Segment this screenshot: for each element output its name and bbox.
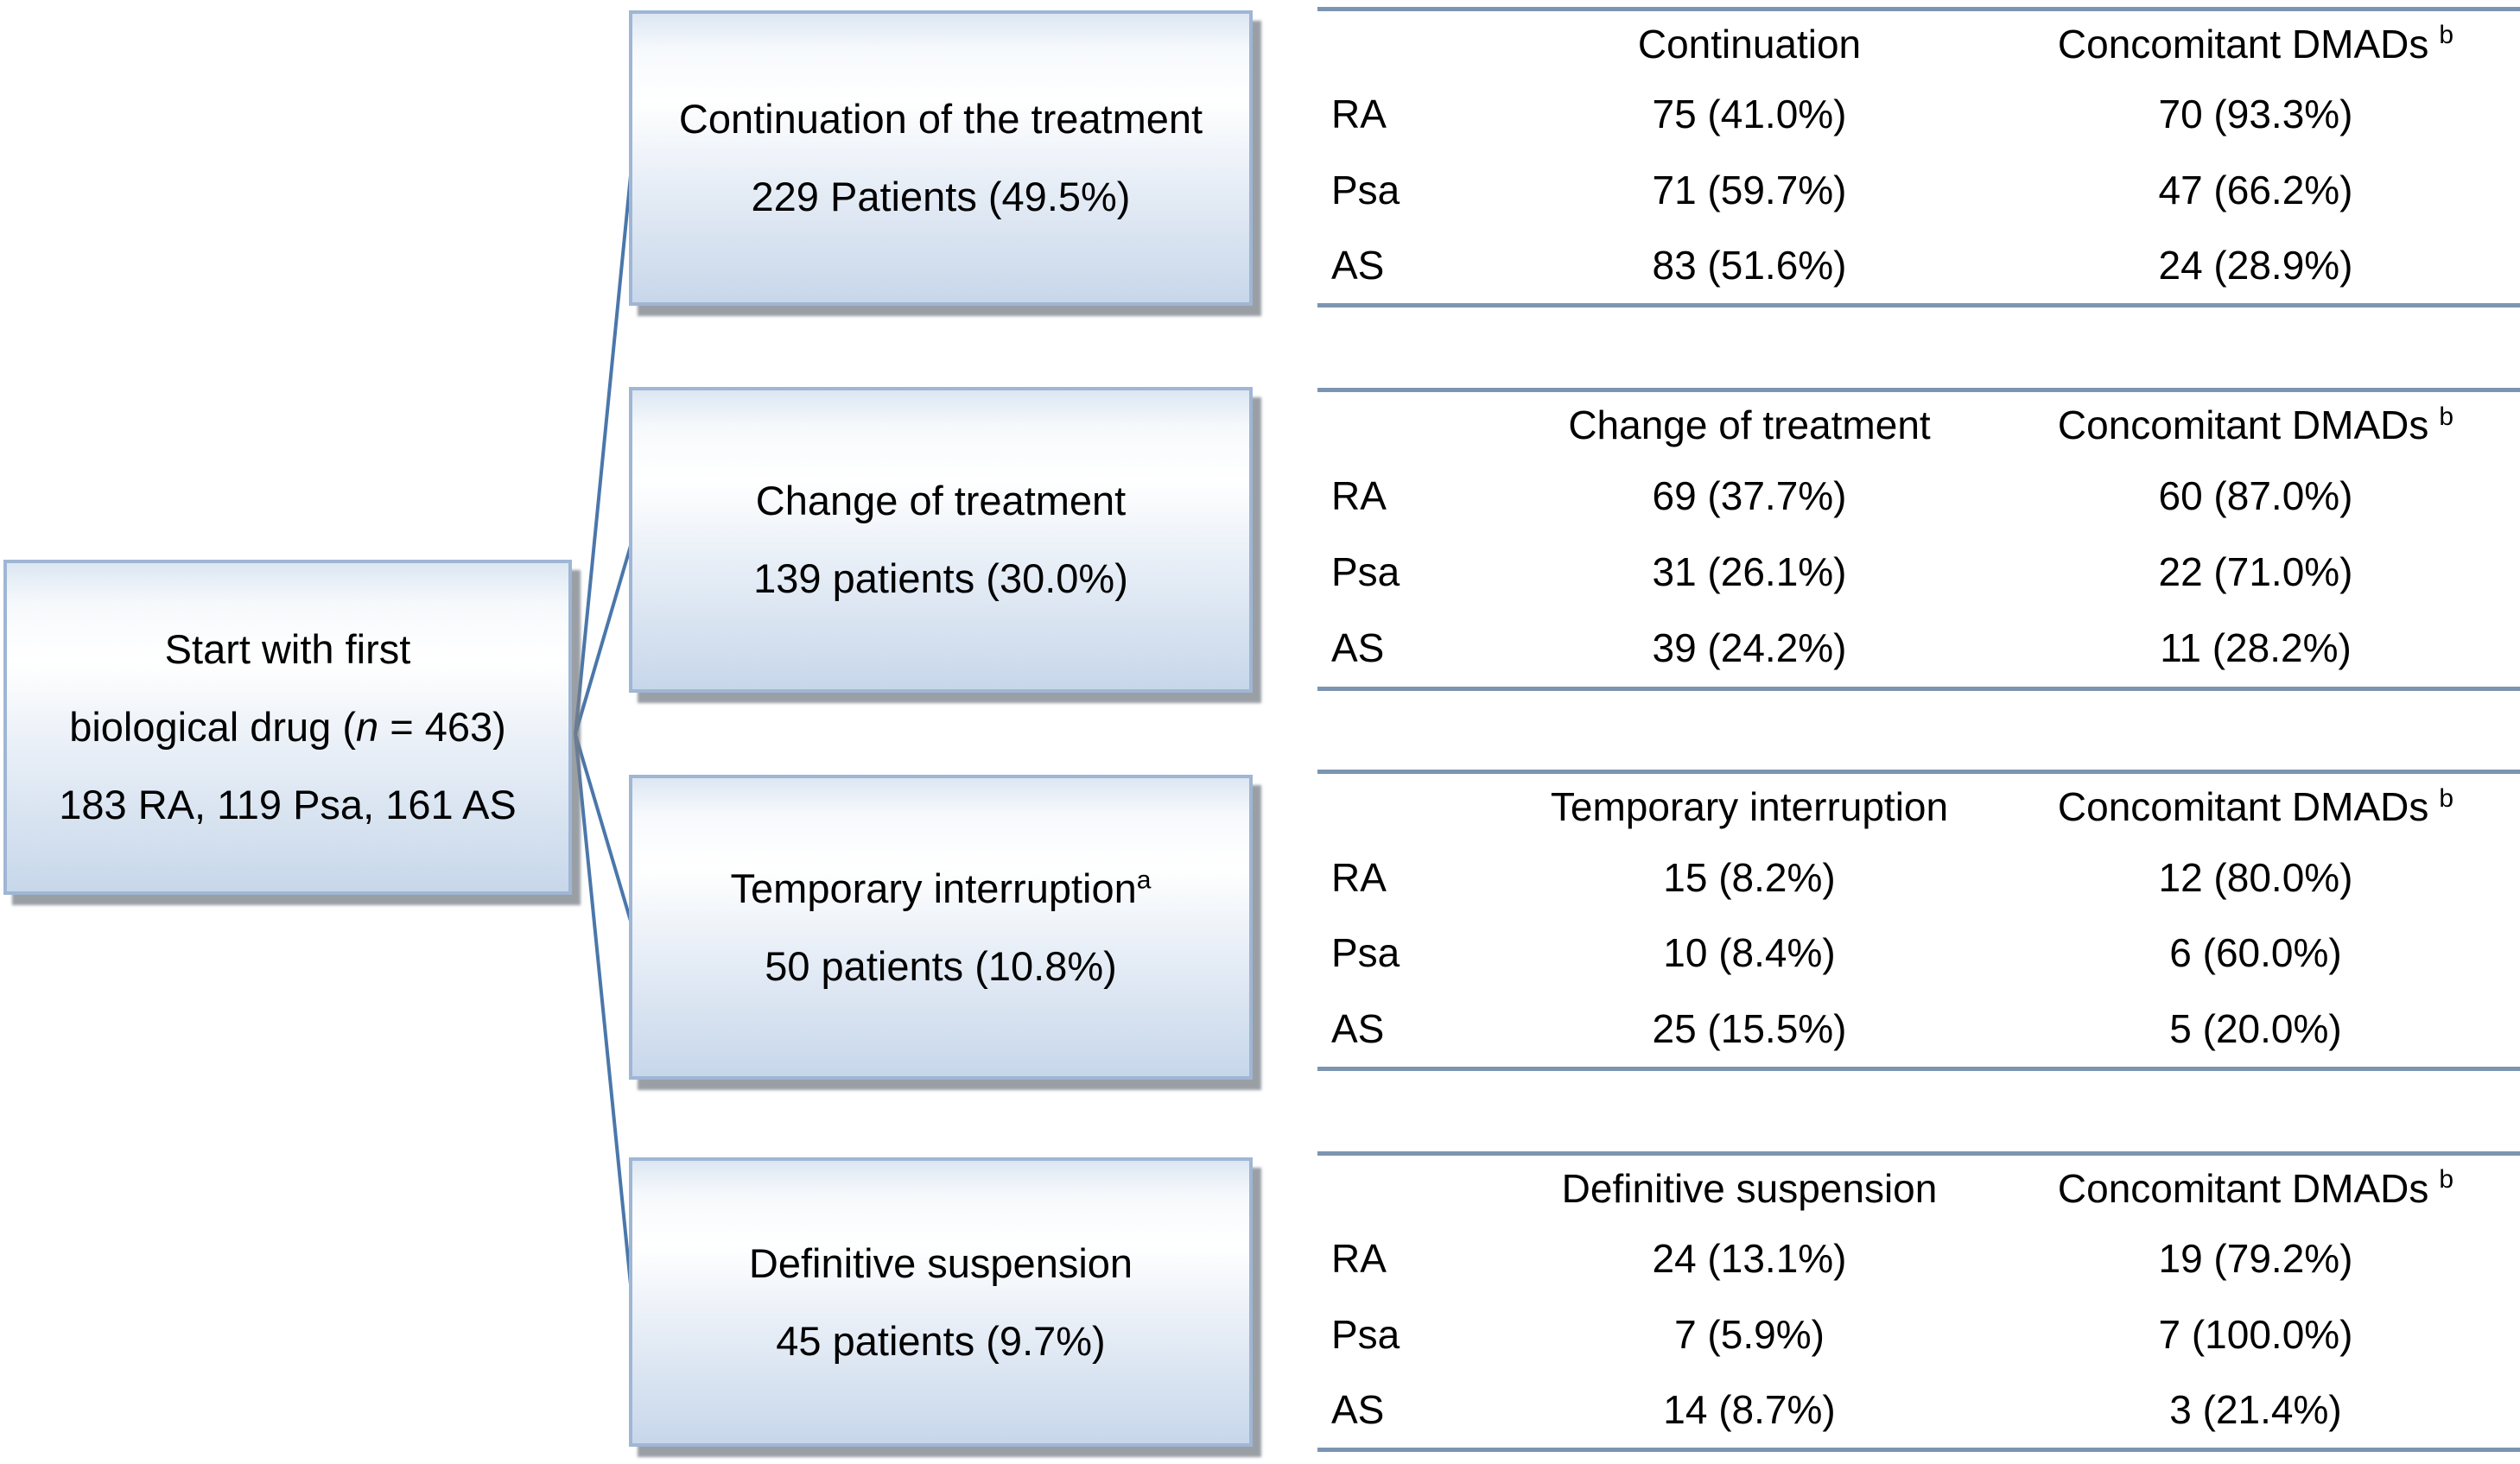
table-row: AS 25 (15.5%) 5 (20.0%): [1317, 991, 2520, 1067]
table-row: Psa 7 (5.9%) 7 (100.0%): [1317, 1296, 2520, 1372]
cell-outcome: 69 (37.7%): [1652, 473, 1847, 518]
box-title: Continuation of the treatment: [678, 96, 1203, 142]
table-row: RA 75 (41.0%) 70 (93.3%): [1317, 77, 2520, 152]
row-label: RA: [1331, 473, 1387, 518]
row-label: AS: [1331, 625, 1385, 670]
col-header-outcome: Continuation: [1637, 21, 1862, 67]
box-title: Temporary interruptiona: [730, 865, 1152, 911]
cell-dmards: 6 (60.0%): [2169, 930, 2342, 976]
col-header-outcome: Temporary interruption: [1550, 783, 1949, 829]
cell-dmards: 19 (79.2%): [2158, 1236, 2353, 1282]
cell-outcome: 15 (8.2%): [1663, 854, 1836, 900]
footnote-marker-b: b: [2439, 783, 2454, 813]
table-row: Psa 31 (26.1%) 22 (71.0%): [1317, 534, 2520, 610]
cell-outcome: 71 (59.7%): [1652, 167, 1847, 212]
cell-dmards: 47 (66.2%): [2158, 167, 2353, 212]
col-header-outcome: Definitive suspension: [1561, 1165, 1938, 1211]
table-header-row: Definitive suspension Concomitant DMADs b: [1317, 1156, 2520, 1221]
flow-box-change: Change of treatment 139 patients (30.0%): [629, 387, 1253, 693]
row-label: RA: [1331, 854, 1387, 900]
cell-dmards: 5 (20.0%): [2169, 1006, 2342, 1052]
cell-outcome: 14 (8.7%): [1663, 1387, 1836, 1433]
row-label: Psa: [1331, 167, 1400, 212]
col-header-outcome: Change of treatment: [1568, 402, 1931, 447]
row-label: AS: [1331, 1006, 1385, 1052]
start-node-text: Start with first biological drug (n = 46…: [7, 611, 568, 844]
cell-outcome: 7 (5.9%): [1674, 1311, 1825, 1357]
start-line-3: 183 RA, 119 Psa, 161 AS: [59, 782, 517, 827]
cell-dmards: 3 (21.4%): [2169, 1387, 2342, 1433]
cell-outcome: 83 (51.6%): [1652, 243, 1847, 288]
footnote-marker-b: b: [2439, 1165, 2454, 1195]
cell-dmards: 12 (80.0%): [2158, 854, 2353, 900]
col-header-dmards: Concomitant DMADs b: [2057, 402, 2454, 447]
col-header-dmards: Concomitant DMADs b: [2057, 21, 2454, 67]
cell-dmards: 70 (93.3%): [2158, 92, 2353, 137]
row-label: RA: [1331, 92, 1387, 137]
cell-outcome: 75 (41.0%): [1652, 92, 1847, 137]
col-header-dmards: Concomitant DMADs b: [2057, 783, 2454, 829]
row-label: RA: [1331, 1236, 1387, 1282]
cell-outcome: 39 (24.2%): [1652, 625, 1847, 670]
cell-outcome: 24 (13.1%): [1652, 1236, 1847, 1282]
footnote-marker-b: b: [2439, 402, 2454, 431]
cell-outcome: 10 (8.4%): [1663, 930, 1836, 976]
table-row: AS 14 (8.7%) 3 (21.4%): [1317, 1372, 2520, 1448]
table-header-row: Temporary interruption Concomitant DMADs…: [1317, 774, 2520, 840]
table-row: AS 39 (24.2%) 11 (28.2%): [1317, 610, 2520, 686]
connector-line-suspension: [574, 733, 634, 1302]
connector-line-continuation: [574, 157, 634, 735]
table-row: RA 69 (37.7%) 60 (87.0%): [1317, 458, 2520, 534]
row-label: Psa: [1331, 1311, 1400, 1357]
table-interruption: Temporary interruption Concomitant DMADs…: [1317, 770, 2520, 1071]
footnote-marker-a: a: [1136, 865, 1152, 894]
box-count: 139 patients (30.0%): [753, 555, 1128, 601]
start-line-2-italic-n: n: [356, 704, 379, 750]
box-count: 50 patients (10.8%): [765, 942, 1117, 989]
table-row: Psa 71 (59.7%) 47 (66.2%): [1317, 152, 2520, 227]
table-continuation: Continuation Concomitant DMADs b RA 75 (4…: [1317, 7, 2520, 307]
row-label: AS: [1331, 243, 1385, 288]
cell-outcome: 25 (15.5%): [1652, 1006, 1847, 1052]
cell-dmards: 11 (28.2%): [2160, 625, 2352, 670]
box-count: 45 patients (9.7%): [776, 1317, 1106, 1364]
cell-dmards: 24 (28.9%): [2158, 243, 2353, 288]
table-row: RA 15 (8.2%) 12 (80.0%): [1317, 840, 2520, 916]
start-line-2-suffix: = 463): [378, 704, 506, 750]
cell-dmards: 22 (71.0%): [2158, 549, 2353, 594]
start-line-1: Start with first: [164, 626, 411, 672]
table-suspension: Definitive suspension Concomitant DMADs b…: [1317, 1151, 2520, 1452]
start-node: Start with first biological drug (n = 46…: [3, 560, 572, 895]
row-label: Psa: [1331, 930, 1400, 976]
col-header-dmards: Concomitant DMADs b: [2057, 1165, 2454, 1211]
table-header-row: Continuation Concomitant DMADs b: [1317, 11, 2520, 77]
box-count: 229 Patients (49.5%): [751, 174, 1131, 219]
flow-box-continuation: Continuation of the treatment 229 Patien…: [629, 10, 1253, 306]
start-line-2: biological drug (n = 463): [7, 688, 568, 766]
flow-box-interruption: Temporary interruptiona 50 patients (10.…: [629, 775, 1253, 1080]
cell-dmards: 7 (100.0%): [2158, 1311, 2353, 1357]
box-title: Change of treatment: [755, 478, 1127, 523]
connector-line-interruption: [574, 733, 634, 928]
table-change: Change of treatment Concomitant DMADs b R…: [1317, 388, 2520, 691]
cell-outcome: 31 (26.1%): [1652, 549, 1847, 594]
flow-box-suspension: Definitive suspension 45 patients (9.7%): [629, 1157, 1253, 1447]
footnote-marker-b: b: [2439, 21, 2454, 50]
box-title: Definitive suspension: [748, 1239, 1133, 1286]
row-label: AS: [1331, 1387, 1385, 1433]
row-label: Psa: [1331, 549, 1400, 594]
table-row: Psa 10 (8.4%) 6 (60.0%): [1317, 916, 2520, 992]
table-row: RA 24 (13.1%) 19 (79.2%): [1317, 1221, 2520, 1296]
table-row: AS 83 (51.6%) 24 (28.9%): [1317, 228, 2520, 303]
start-line-2-prefix: biological drug (: [69, 704, 357, 750]
cell-dmards: 60 (87.0%): [2158, 473, 2353, 518]
connector-line-change: [574, 539, 634, 735]
table-header-row: Change of treatment Concomitant DMADs b: [1317, 392, 2520, 458]
